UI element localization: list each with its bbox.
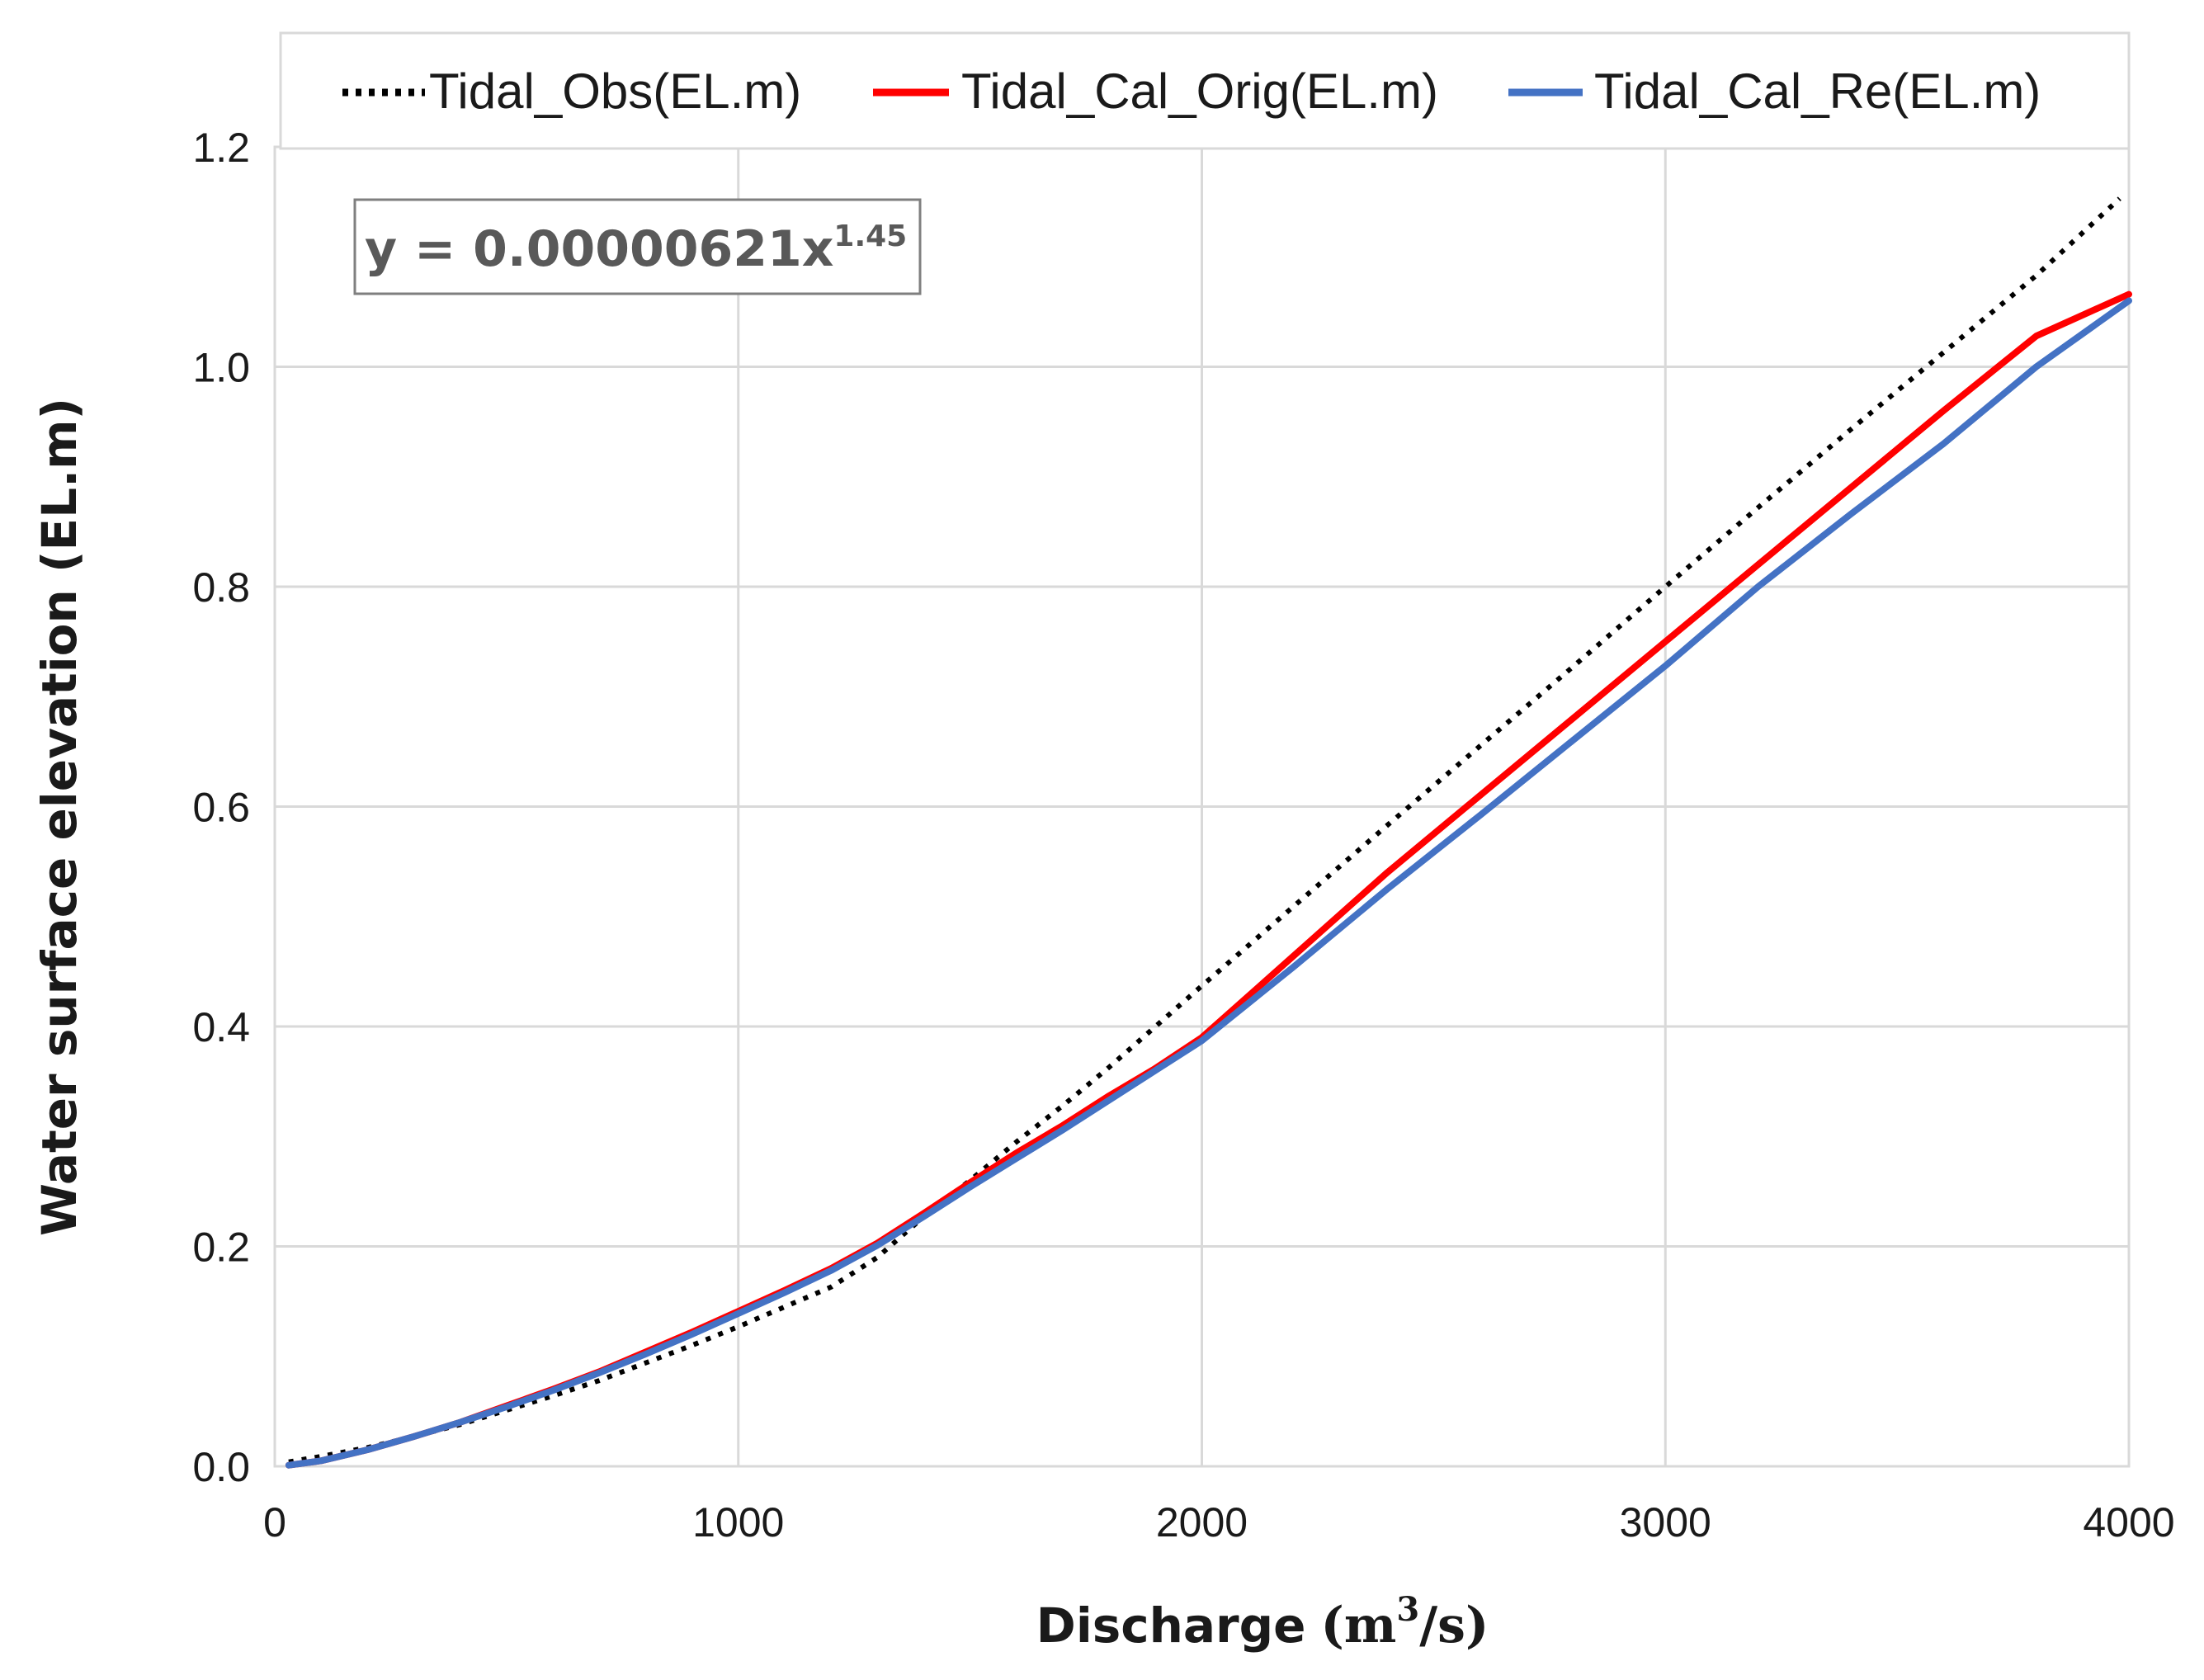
legend-box <box>279 31 2131 150</box>
x-axis-unit-rest: /s <box>1419 1597 1465 1654</box>
series-line-2 <box>285 297 2132 1469</box>
y-axis-title: Water surface elevation (EL.m) <box>31 398 87 1236</box>
x-tick-label: 2000 <box>1156 1499 1248 1546</box>
legend-label-obs: Tidal_Obs(EL.m) <box>429 64 801 119</box>
y-tick-label: 0.4 <box>192 1004 250 1050</box>
x-axis-unit-exponent: 3 <box>1396 1590 1419 1629</box>
legend-label-cal-re: Tidal_Cal_Re(EL.m) <box>1594 64 2041 119</box>
legend-label-cal-orig: Tidal_Cal_Orig(EL.m) <box>961 64 1438 119</box>
y-tick-label: 0.6 <box>192 785 250 831</box>
x-tick-label: 0 <box>263 1499 286 1546</box>
y-tick-label: 0.2 <box>192 1225 250 1271</box>
y-tick-label: 1.0 <box>192 345 250 391</box>
x-tick-label: 3000 <box>1620 1499 1711 1546</box>
equation-box <box>353 198 922 295</box>
equation-text: y = 0.00000621x1.45 <box>365 219 907 278</box>
legend-item-obs: Tidal_Obs(EL.m) <box>342 64 801 119</box>
x-tick-label: 4000 <box>2083 1499 2174 1546</box>
y-tick-label: 1.2 <box>192 125 250 171</box>
equation-exponent: 1.45 <box>833 219 907 253</box>
equation-base: y = 0.00000621x <box>365 220 833 278</box>
x-tick-label: 1000 <box>692 1499 784 1546</box>
x-axis-unit-close: ) <box>1465 1597 1489 1654</box>
x-axis-title: Discharge (m3/s) <box>1036 1590 1489 1654</box>
x-axis-unit-base: m <box>1344 1597 1397 1654</box>
y-tick-label: 0.0 <box>192 1444 250 1490</box>
y-tick-label: 0.8 <box>192 564 250 611</box>
legend-item-cal-re: Tidal_Cal_Re(EL.m) <box>1508 64 2041 119</box>
x-axis-unit-open: ( <box>1321 1597 1344 1654</box>
legend-item-cal-orig: Tidal_Cal_Orig(EL.m) <box>873 64 1438 119</box>
series-lines <box>285 196 2132 1469</box>
equation-annotation: y = 0.00000621x1.45 <box>353 198 922 295</box>
tick-labels: 0.0 0.2 0.4 0.6 0.8 1.0 1.2 0 1000 2000 3000 4000 <box>192 125 2174 1546</box>
x-axis-title-text: Discharge <box>1036 1597 1306 1654</box>
